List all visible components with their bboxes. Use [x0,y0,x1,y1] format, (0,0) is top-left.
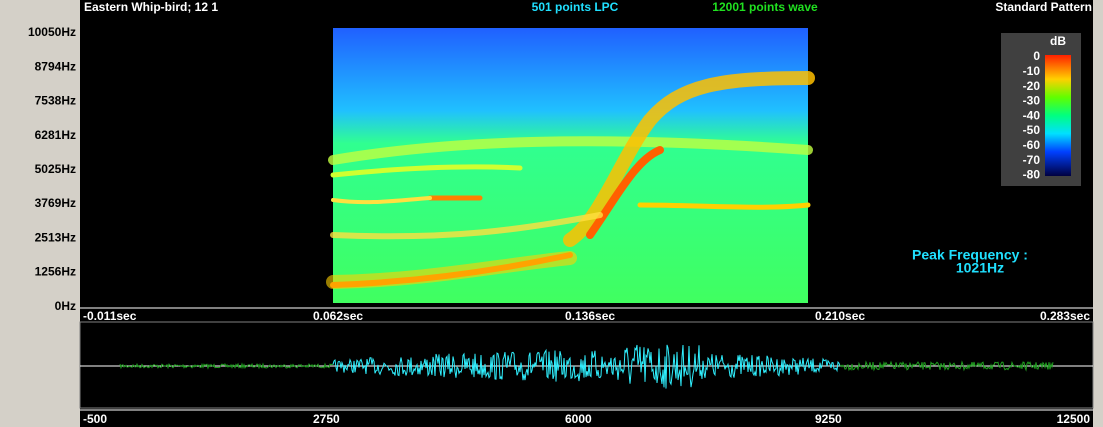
x-tick-label: 0.210sec [815,309,865,323]
colorbar-unit: dB [1050,34,1066,48]
spectrogram-bands [326,71,815,289]
colorbar-label: -20 [1023,79,1041,93]
waveform-trace [119,362,334,370]
wave-info: 12001 points wave [712,0,818,14]
y-tick-label: 1256Hz [35,265,76,279]
recording-title: Eastern Whip-bird; 12 1 [84,0,218,14]
y-tick-label: 2513Hz [35,230,76,244]
y-tick-label: 8794Hz [35,59,76,73]
colorbar-label: -30 [1023,94,1041,108]
waveform-trace [332,344,841,389]
waveform [119,344,1054,389]
y-tick-label: 10050Hz [28,25,76,39]
colorbar-label: -10 [1023,64,1041,78]
x-tick-label: 0.136sec [565,309,615,323]
peak-value: 1021Hz [956,260,1004,276]
colorbar-label: 0 [1033,49,1040,63]
colorbar [1045,55,1071,176]
waveform-tick-label: 6000 [565,412,592,426]
waveform-tick-label: 9250 [815,412,842,426]
x-tick-label: -0.011sec [83,309,137,323]
waveform-tick-label: -500 [83,412,107,426]
y-tick-label: 0Hz [55,299,76,313]
x-tick-label: 0.283sec [1040,309,1090,323]
y-tick-label: 6281Hz [35,128,76,142]
pattern-label: Standard Pattern [995,0,1092,14]
y-tick-label: 7538Hz [35,94,76,108]
y-tick-label: 3769Hz [35,196,76,210]
waveform-trace [839,360,1054,372]
colorbar-label: -40 [1023,108,1041,122]
colorbar-label: -80 [1023,168,1041,182]
x-tick-label: 0.062sec [313,309,363,323]
lpc-info: 501 points LPC [532,0,619,14]
colorbar-label: -50 [1023,123,1041,137]
waveform-tick-label: 12500 [1057,412,1091,426]
waveform-tick-label: 2750 [313,412,340,426]
y-tick-label: 5025Hz [35,162,76,176]
peak-label: Peak Frequency : [912,247,1028,263]
colorbar-label: -60 [1023,138,1041,152]
colorbar-label: -70 [1023,153,1041,167]
